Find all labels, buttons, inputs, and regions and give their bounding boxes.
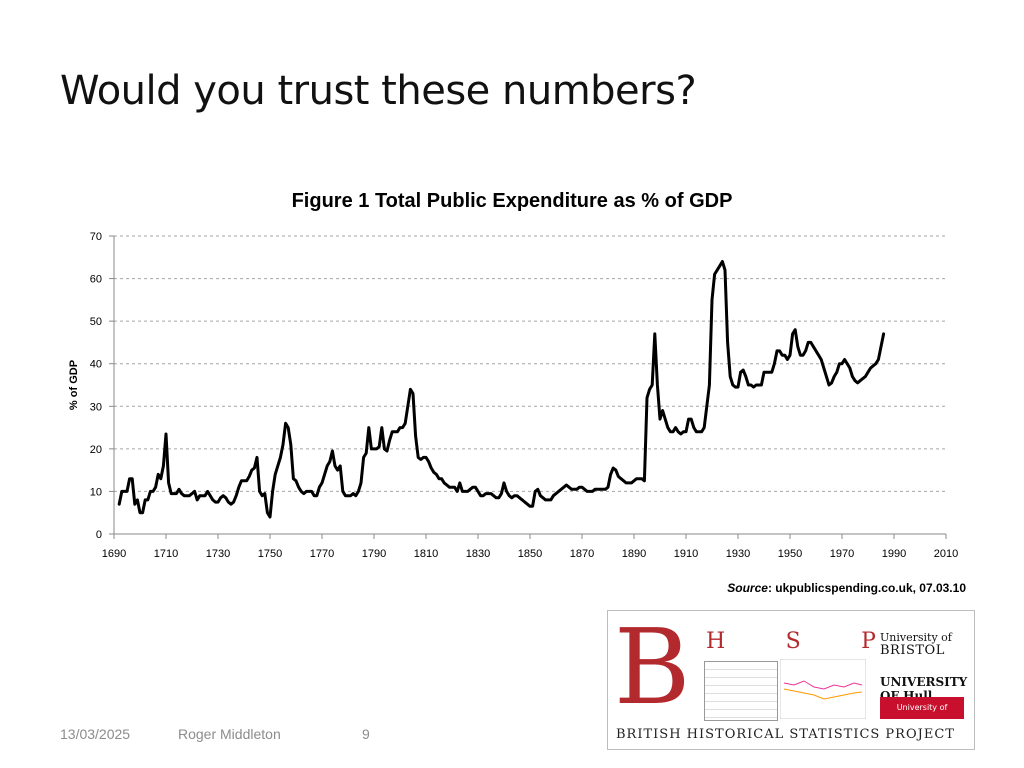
logo-mini-table bbox=[704, 661, 778, 721]
source-label: Source bbox=[727, 581, 768, 595]
x-tick-label: 1790 bbox=[362, 548, 386, 560]
x-tick-label: 1810 bbox=[414, 548, 438, 560]
slide-title: Would you trust these numbers? bbox=[60, 68, 697, 114]
x-tick-label: 1970 bbox=[830, 548, 854, 560]
y-tick-label: 20 bbox=[90, 444, 102, 456]
series-line bbox=[117, 260, 886, 519]
logo-letter-s: S bbox=[785, 629, 801, 654]
x-tick-label: 1870 bbox=[570, 548, 594, 560]
footer-page-number: 9 bbox=[362, 726, 370, 742]
y-tick-label: 70 bbox=[90, 231, 102, 243]
x-tick-label: 1890 bbox=[622, 548, 646, 560]
x-tick-label: 1770 bbox=[310, 548, 334, 560]
logo-hertfordshire: University of Hertfordshire UH bbox=[880, 697, 964, 734]
x-tick-label: 1710 bbox=[154, 548, 178, 560]
logo-letter-h: H bbox=[706, 629, 726, 654]
y-tick-label: 60 bbox=[90, 274, 102, 286]
y-tick-label: 40 bbox=[90, 359, 102, 371]
logo-bristol-line2: BRISTOL bbox=[880, 643, 945, 658]
x-tick-label: 1750 bbox=[258, 548, 282, 560]
logo-letter-p: P bbox=[861, 629, 876, 654]
x-tick-label: 1690 bbox=[102, 548, 126, 560]
source-text: : ukpublicspending.co.uk, 07.03.10 bbox=[767, 581, 966, 595]
footer-author: Roger Middleton bbox=[178, 726, 281, 742]
x-tick-label: 1730 bbox=[206, 548, 230, 560]
logo-mini-chart bbox=[780, 659, 866, 719]
chart-title: Figure 1 Total Public Expenditure as % o… bbox=[291, 190, 733, 212]
logo-letters: H S P bbox=[706, 629, 876, 654]
y-tick-label: 10 bbox=[90, 486, 102, 498]
logo-caption: BRITISH HISTORICAL STATISTICS PROJECT bbox=[616, 727, 955, 742]
x-tick-label: 1830 bbox=[466, 548, 490, 560]
x-tick-label: 1850 bbox=[518, 548, 542, 560]
x-tick-label: 1950 bbox=[778, 548, 802, 560]
y-tick-label: 0 bbox=[96, 529, 102, 541]
y-tick-label: 30 bbox=[90, 401, 102, 413]
logo-bristol-line1: University of bbox=[880, 631, 952, 644]
bhsp-logo: B H S P University of BRISTOL UNIVERSITY… bbox=[607, 610, 975, 750]
x-tick-label: 1910 bbox=[674, 548, 698, 560]
y-axis-label: % of GDP bbox=[68, 360, 80, 410]
source-note: Source: ukpublicspending.co.uk, 07.03.10 bbox=[727, 581, 966, 595]
line-chart: 0 10 20 30 40 50 60 70 1690 1710 1730 1750 1770 1790 1… bbox=[68, 231, 958, 560]
logo-big-letter: B bbox=[614, 606, 691, 728]
footer-date: 13/03/2025 bbox=[60, 726, 131, 742]
y-tick-label: 50 bbox=[90, 316, 102, 328]
x-tick-label: 1990 bbox=[882, 548, 906, 560]
x-tick-label: 1930 bbox=[726, 548, 750, 560]
x-tick-label: 2010 bbox=[934, 548, 958, 560]
